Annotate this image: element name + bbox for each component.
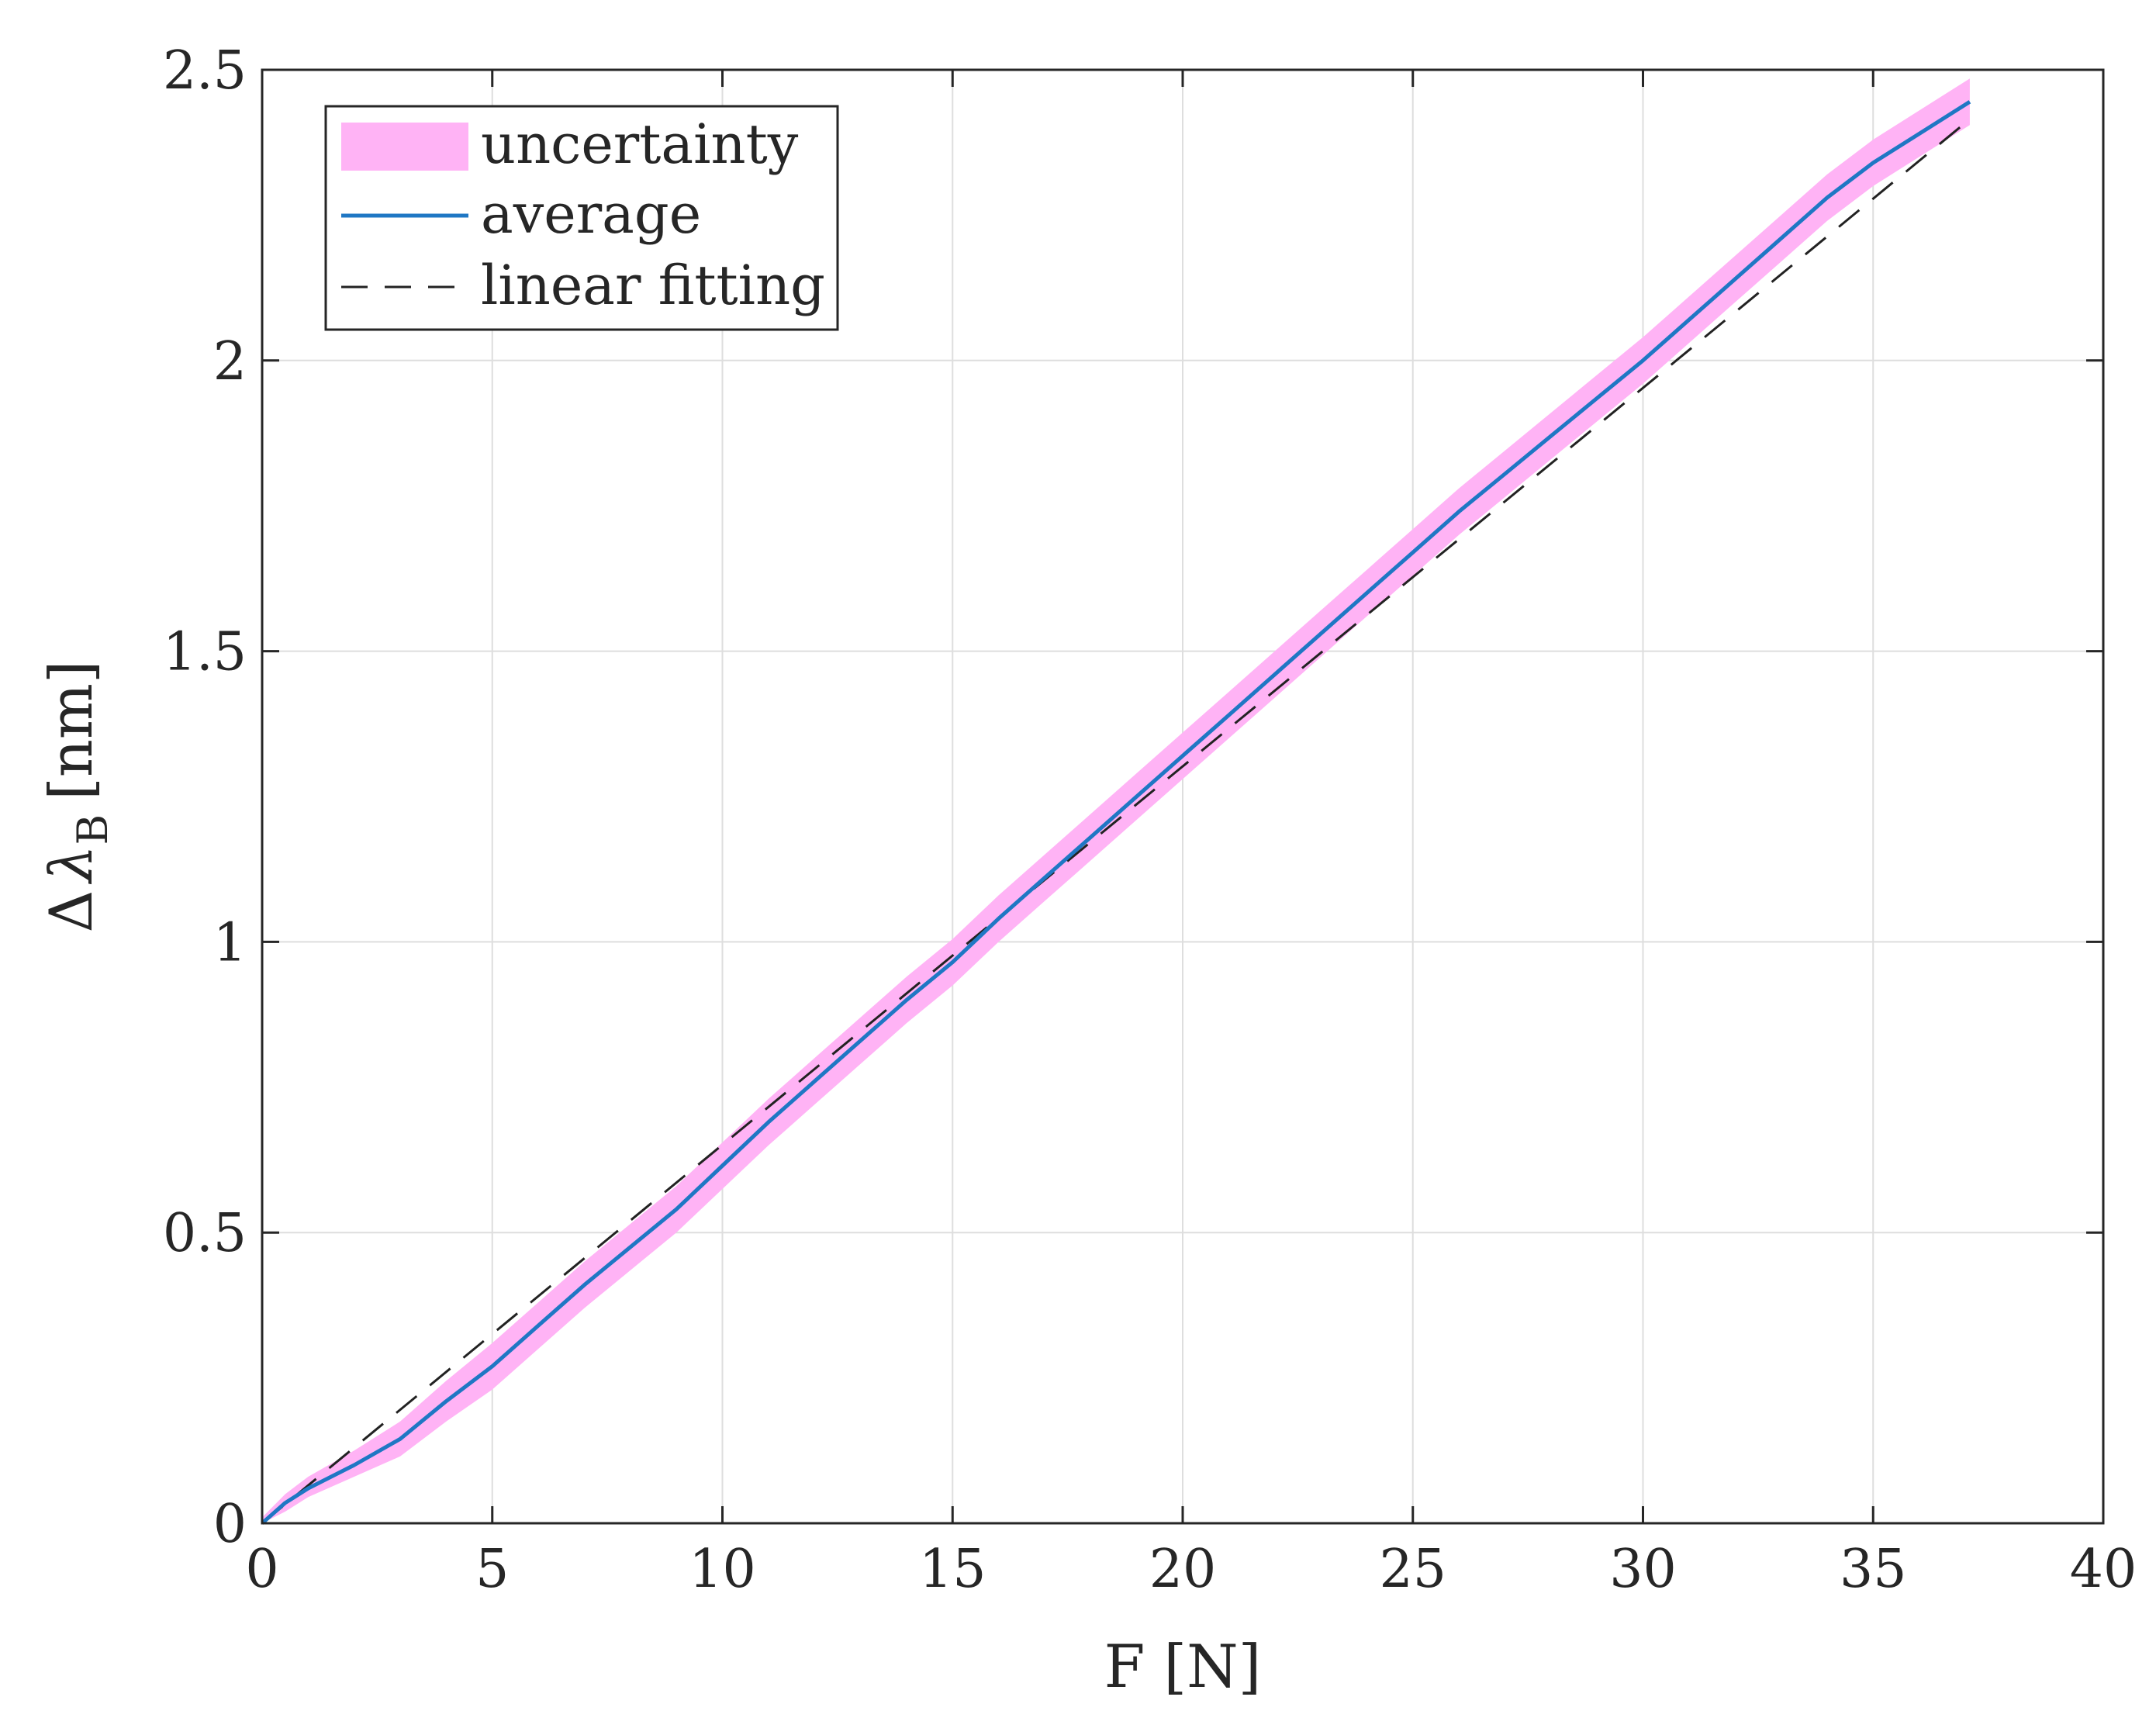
- x-tick-label: 15: [919, 1539, 986, 1600]
- x-tick-label: 35: [1840, 1539, 1907, 1600]
- x-tick-label: 40: [2070, 1539, 2137, 1600]
- y-tick-label: 0.5: [163, 1203, 247, 1264]
- average-line-layer: [261, 100, 1971, 1525]
- x-tick-label: 0: [245, 1539, 278, 1600]
- y-axis-title-delta: Δ: [36, 890, 105, 933]
- y-tick-labels: 0 0.5 1 1.5 2 2.5: [163, 40, 247, 1555]
- grid-lines: [261, 69, 2104, 1524]
- y-axis-title-lambda: λ: [36, 845, 105, 884]
- x-tick-label: 25: [1379, 1539, 1446, 1600]
- x-tick-labels: 0 5 10 15 20 25 30 35 40: [245, 1539, 2137, 1600]
- y-tick-label: 1: [213, 912, 247, 973]
- x-tick-label: 5: [475, 1539, 509, 1600]
- y-tick-label: 1.5: [163, 622, 247, 683]
- legend-label-linear-fitting: linear fitting: [481, 254, 825, 317]
- uncertainty-band-layer: [262, 78, 1970, 1524]
- x-tick-label: 20: [1149, 1539, 1217, 1600]
- linear-fitting-layer: [261, 118, 1971, 1525]
- x-tick-label: 30: [1609, 1539, 1677, 1600]
- average-line: [261, 100, 1971, 1525]
- y-tick-label: 2: [213, 331, 247, 392]
- y-tick-label: 0: [213, 1494, 247, 1555]
- uncertainty-band: [262, 78, 1970, 1524]
- y-axis-title-subscript: B: [68, 814, 117, 845]
- axis-ticks: [261, 68, 2105, 1525]
- x-tick-label: 10: [689, 1539, 756, 1600]
- y-axis-title: ΔλB [nm]: [36, 660, 117, 932]
- legend-label-average: average: [481, 182, 701, 246]
- y-axis-title-unit: [nm]: [36, 660, 105, 800]
- x-axis-title: F [N]: [1104, 1632, 1262, 1701]
- legend-label-uncertainty: uncertainty: [481, 112, 799, 176]
- y-tick-label: 2.5: [163, 40, 247, 102]
- legend: uncertainty average linear fitting: [324, 105, 839, 331]
- legend-swatch-uncertainty: [341, 123, 468, 171]
- linear-fitting-line: [261, 118, 1971, 1525]
